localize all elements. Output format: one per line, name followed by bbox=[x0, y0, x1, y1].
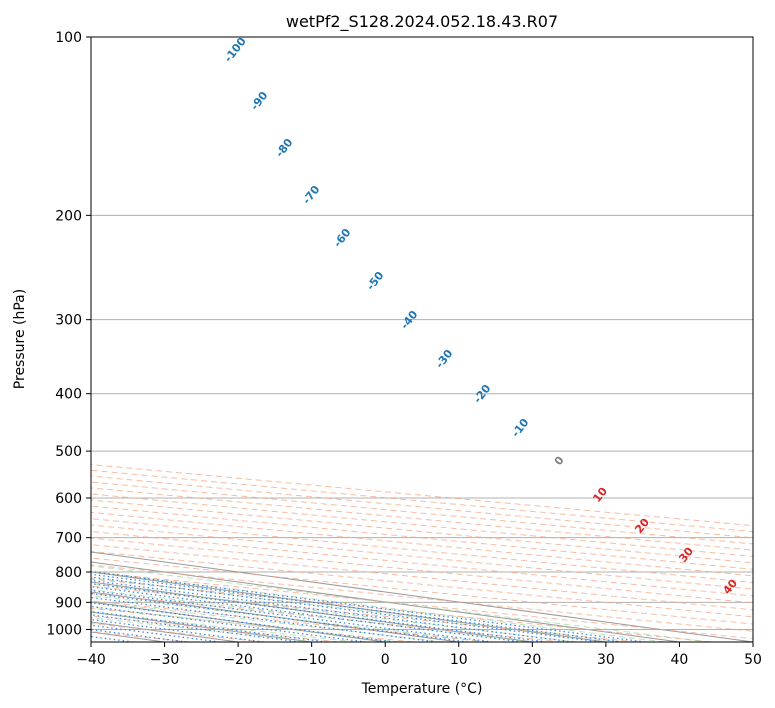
dry-adiabat-line bbox=[91, 592, 563, 642]
y-tick-label: 800 bbox=[55, 565, 82, 581]
plot-frame bbox=[90, 36, 754, 643]
x-tick-label: −10 bbox=[297, 652, 327, 668]
y-tick-label: 1000 bbox=[46, 622, 82, 638]
axes-layer: −40 −30 −20 −10 0 10 20 30 40 50 100 200 300 400 500 60… bbox=[46, 30, 762, 668]
x-tick-label: 10 bbox=[450, 652, 468, 668]
y-tick-label: 200 bbox=[55, 208, 82, 224]
chart-title: wetPf2_S128.2024.052.18.43.R07 bbox=[286, 12, 558, 32]
y-tick-label: 600 bbox=[55, 491, 82, 507]
moist-adiabat-line bbox=[91, 571, 665, 642]
x-tick-label: −20 bbox=[223, 652, 253, 668]
dry-adiabat-line bbox=[91, 481, 753, 545]
y-tick-label: 400 bbox=[55, 387, 82, 403]
y-tick-label: 500 bbox=[55, 444, 82, 460]
x-tick-label: 50 bbox=[744, 652, 762, 668]
x-axis-title: Temperature (°C) bbox=[361, 681, 483, 697]
x-tick-label: −30 bbox=[150, 652, 180, 668]
y-tick-label: 700 bbox=[55, 531, 82, 547]
y-tick-label: 900 bbox=[55, 595, 82, 611]
dry-adiabat-line bbox=[91, 564, 753, 632]
y-tick-label: 300 bbox=[55, 313, 82, 329]
x-tick-label: 40 bbox=[671, 652, 689, 668]
y-axis-title: Pressure (hPa) bbox=[12, 289, 28, 389]
dry-adiabat-line bbox=[91, 544, 753, 611]
mixing-ratio-line bbox=[91, 579, 574, 642]
dry-adiabat-line bbox=[91, 550, 753, 618]
x-tick-label: 20 bbox=[523, 652, 541, 668]
moist-adiabat-line bbox=[91, 565, 709, 642]
mixing-ratio-line bbox=[91, 589, 493, 642]
x-tick-label: −40 bbox=[76, 652, 106, 668]
x-tick-label: 30 bbox=[597, 652, 615, 668]
dry-adiabat-line bbox=[91, 475, 753, 539]
mixing-ratio-line bbox=[91, 576, 601, 642]
plot-background bbox=[91, 37, 753, 642]
mixing-ratio-line bbox=[91, 586, 523, 642]
background-lines-layer bbox=[91, 464, 753, 642]
y-tick-label: 100 bbox=[55, 30, 82, 46]
moist-adiabat-line bbox=[91, 595, 489, 642]
x-tick-label: 0 bbox=[381, 652, 390, 668]
moist-adiabat-line bbox=[91, 583, 577, 642]
mixing-ratio-line bbox=[91, 583, 547, 642]
